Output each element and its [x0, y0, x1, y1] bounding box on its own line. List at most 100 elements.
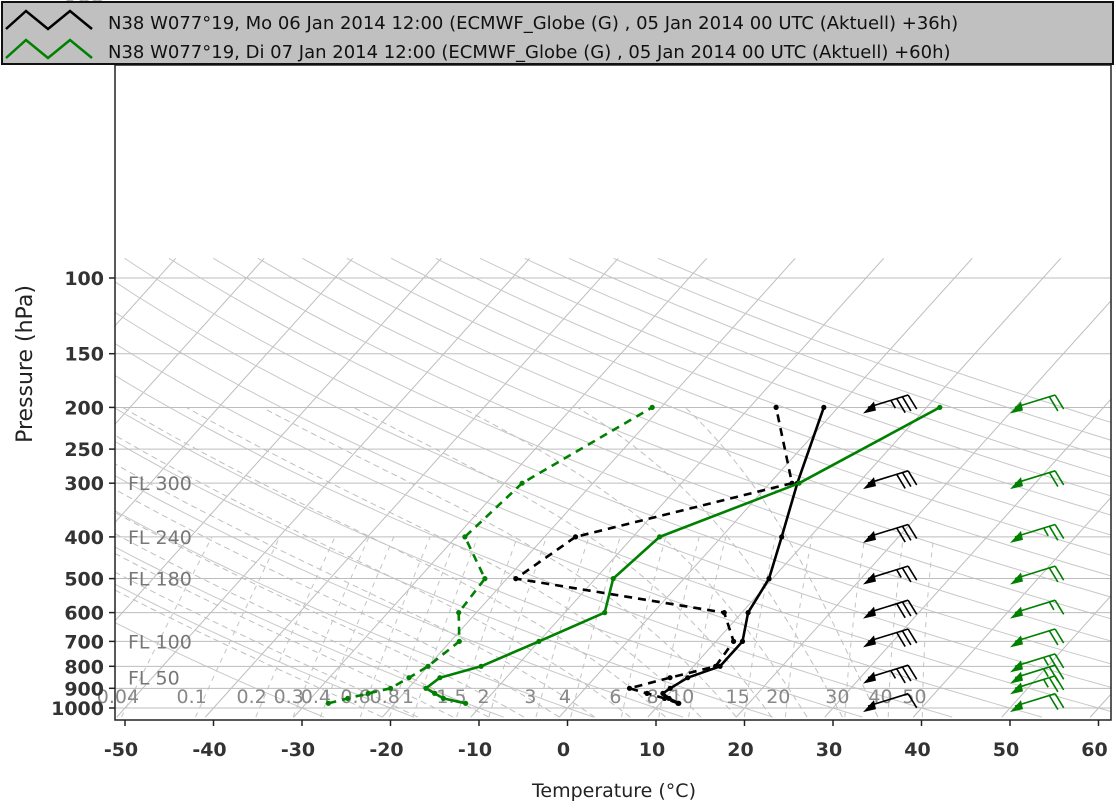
mixing-ratio-line [784, 536, 813, 718]
moist-adiabat-line [115, 463, 595, 718]
barb-feather [907, 394, 918, 410]
barb-base [863, 635, 876, 648]
x-tick-label: 20 [727, 739, 753, 761]
mixing-ratio-label: 0.04 [97, 686, 139, 708]
mixing-ratio-label: 0.1 [176, 686, 206, 708]
flight-level-label: FL 100 [128, 631, 192, 653]
mixing-ratio-line [255, 536, 336, 718]
series-36h-temperature-point [779, 534, 785, 540]
series-36h-wind-barb [863, 692, 918, 713]
barb-feather [896, 632, 906, 648]
x-tick-label: 60 [1081, 739, 1107, 761]
barb-base [1010, 660, 1023, 673]
series-60h-dewpoint-point [462, 534, 468, 540]
series-36h-dewpoint-point [644, 690, 650, 697]
barb-base [863, 671, 876, 684]
wind-barbs [863, 394, 1065, 713]
moist-adiabat-line [115, 552, 454, 718]
barb-feather [1054, 653, 1065, 669]
series-60h-dewpoint-point [365, 690, 371, 697]
series-36h-wind-barb [863, 470, 918, 490]
series-60h-dewpoint-point [325, 700, 331, 706]
mixing-ratio-line [743, 536, 777, 718]
sounding-series [325, 404, 943, 706]
series-60h-temperature-point [937, 404, 943, 410]
series-60h-wind-barb [1010, 599, 1065, 619]
series-36h-temperature-point [739, 638, 746, 645]
barb-feather [896, 473, 906, 489]
moist-adiabat-line [262, 406, 737, 718]
mixing-ratio-line [688, 536, 727, 718]
y-tick-label: 100 [64, 268, 104, 290]
dry-adiabat-line [115, 622, 325, 718]
barb-feather [1054, 524, 1065, 540]
series-60h-wind-barb [1010, 692, 1065, 713]
moist-adiabat-line [577, 406, 843, 718]
isotherm-line [293, 257, 708, 718]
mixing-ratio-line [456, 536, 518, 718]
barb-feather [1048, 677, 1059, 693]
series-36h-dewpoint-point [721, 610, 727, 616]
isotherm-line [115, 257, 354, 524]
series-60h-dewpoint-point [649, 404, 655, 410]
mixing-ratio-line [319, 536, 395, 718]
barb-half-feather [1043, 668, 1049, 677]
series-36h-wind-barb [863, 523, 918, 543]
flight-level-label: FL 180 [128, 569, 192, 591]
series-60h-wind-barb [1010, 653, 1065, 673]
series-36h-dewpoint-point [667, 675, 673, 681]
barb-feather [901, 525, 912, 541]
isotherm-line [1001, 595, 1111, 718]
series-60h-temperature-point [602, 610, 608, 616]
mixing-ratio-line [292, 536, 370, 718]
barb-feather [901, 666, 912, 682]
series-60h-temperature-point [796, 480, 802, 486]
x-axis-title: Temperature (°C) [531, 780, 696, 802]
mixing-ratio-line [844, 536, 866, 718]
barb-feather [901, 630, 912, 646]
mixing-ratio-label: 30 [825, 686, 849, 708]
mixing-ratio-label: 10 [670, 686, 694, 708]
series-36h-temperature-point [717, 663, 723, 669]
series-36h-temperature-point [667, 685, 673, 691]
moist-adiabat-line [115, 511, 525, 718]
series-60h-dewpoint-point [456, 638, 462, 645]
barb-feather [907, 524, 918, 540]
barb-feather [907, 565, 918, 581]
barb-base [1010, 606, 1023, 619]
barb-feather [907, 599, 918, 615]
barb-base [863, 700, 876, 713]
y-tick-label: 800 [64, 656, 104, 678]
barb-feather [1048, 630, 1059, 646]
mixing-ratio-line [921, 536, 935, 718]
series-36h-wind-barb [863, 628, 918, 648]
barb-base [1010, 682, 1023, 695]
barb-half-feather [1043, 527, 1049, 537]
barb-feather [1054, 628, 1065, 644]
y-axis-title: Pressure (hPa) [13, 285, 38, 443]
series-36h-dewpoint-point [572, 534, 579, 540]
barb-feather [1048, 655, 1059, 671]
dry-adiabat-line [115, 546, 504, 718]
barb-feather [1054, 394, 1065, 410]
mixing-ratio-line [535, 536, 590, 718]
mixing-ratio-label: 0.2 [236, 686, 266, 708]
barb-base [1010, 671, 1023, 684]
legend-label-36h: N38 W077°19, Mo 06 Jan 2014 12:00 (ECMWF… [108, 13, 958, 34]
mixing-ratio-labels: 0.04 0.1 0.2 0.30.4 0.60.8 1 1.5 2 3 4 6 8 10 15 20 30 4… [97, 686, 927, 708]
isotherm-line [115, 257, 265, 425]
barb-feather [1048, 695, 1059, 711]
barb-half-feather [1043, 679, 1049, 688]
mixing-ratio-label: 1 [402, 686, 414, 708]
series-60h-wind-barb [1010, 394, 1065, 414]
series-60h-dewpoint-point [345, 695, 351, 702]
mixing-ratio-line [121, 536, 213, 718]
barb-feather [1048, 666, 1059, 682]
series-36h-wind-barb [863, 394, 918, 414]
barb-feather [896, 603, 906, 619]
isotherm-line [204, 257, 619, 718]
barb-half-feather [896, 569, 902, 578]
barb-feather [1054, 599, 1065, 615]
flight-level-label: FL 300 [128, 473, 192, 495]
